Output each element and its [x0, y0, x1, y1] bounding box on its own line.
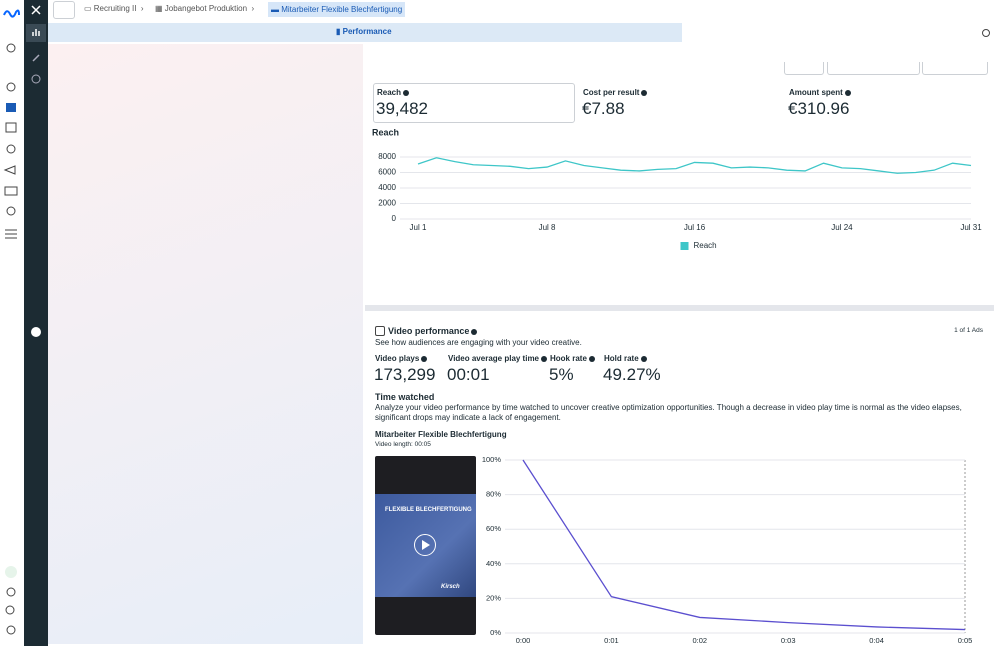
x-tick-label: 0:02 — [692, 636, 707, 645]
y-tick-label: 60% — [486, 524, 501, 533]
x-tick-label: 0:03 — [781, 636, 796, 645]
chart-title: Reach — [372, 127, 399, 137]
y-tick-label: 8000 — [378, 152, 396, 161]
x-tick-label: 0:05 — [958, 636, 973, 645]
y-tick-label: 80% — [486, 490, 501, 499]
x-tick-label: Jul 8 — [539, 223, 556, 232]
y-tick-label: 2000 — [378, 199, 396, 208]
x-tick-label: 0:04 — [869, 636, 884, 645]
x-tick-label: Jul 1 — [410, 223, 427, 232]
data-line — [523, 460, 965, 630]
y-tick-label: 6000 — [378, 168, 396, 177]
x-tick-label: 0:00 — [516, 636, 531, 645]
y-tick-label: 20% — [486, 593, 501, 602]
x-tick-label: Jul 31 — [960, 223, 982, 232]
y-tick-label: 0 — [392, 214, 397, 223]
legend-label: Reach — [694, 241, 717, 250]
y-tick-label: 100% — [482, 455, 502, 464]
y-tick-label: 40% — [486, 559, 501, 568]
x-tick-label: 0:01 — [604, 636, 619, 645]
legend-swatch — [681, 242, 689, 250]
data-line — [418, 158, 971, 174]
x-tick-label: Jul 16 — [684, 223, 706, 232]
y-tick-label: 0% — [490, 628, 501, 637]
x-tick-label: Jul 24 — [831, 223, 853, 232]
y-tick-label: 4000 — [378, 183, 396, 192]
